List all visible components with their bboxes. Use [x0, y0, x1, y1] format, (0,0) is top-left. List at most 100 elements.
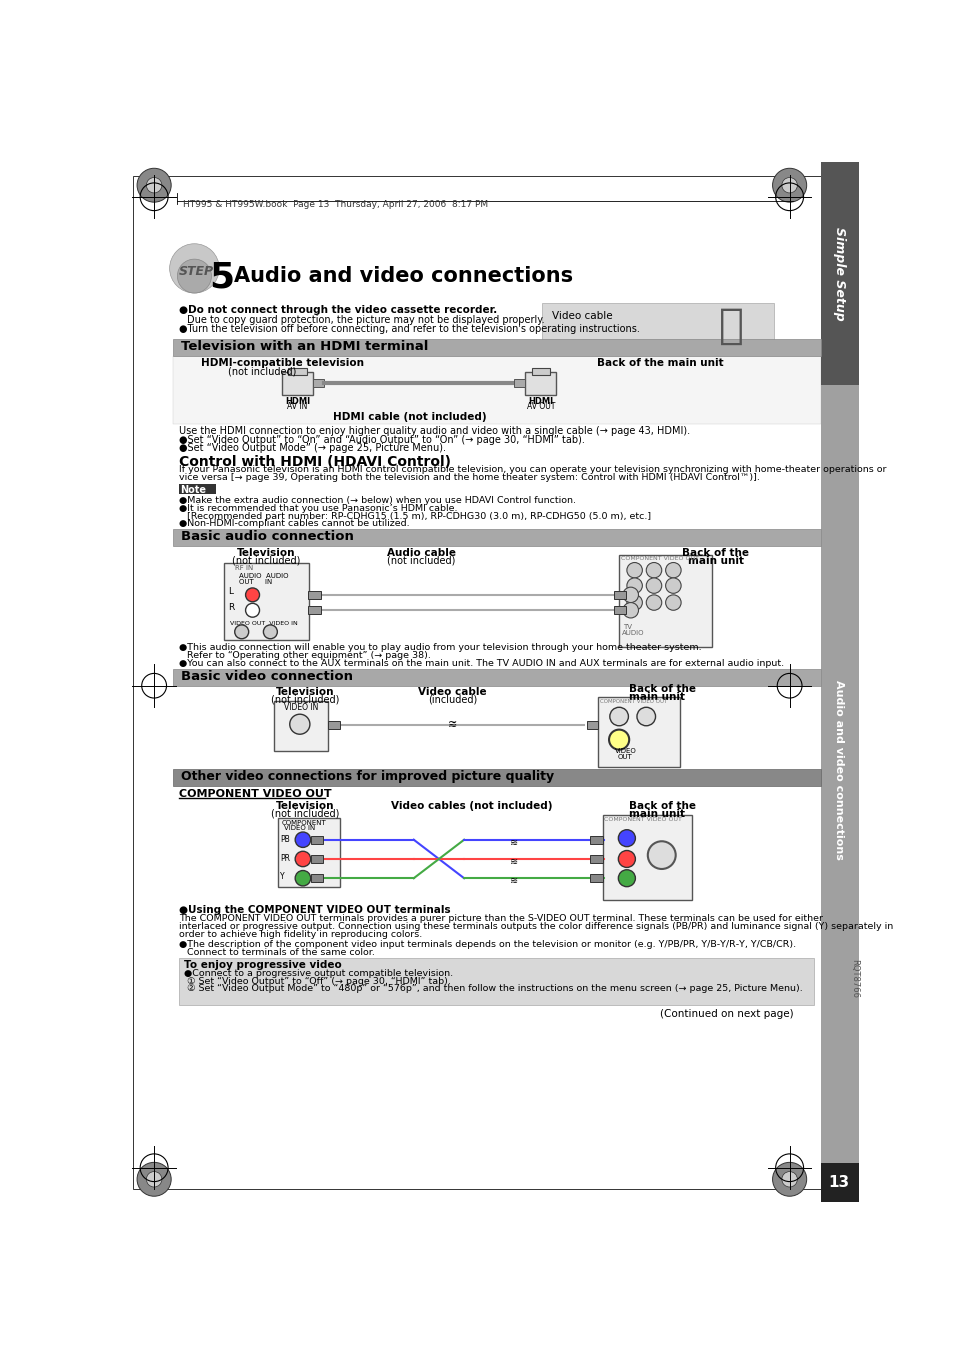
Text: STEP: STEP: [179, 265, 213, 277]
Text: main unit: main unit: [687, 555, 743, 566]
Text: ≋: ≋: [510, 877, 518, 886]
Circle shape: [622, 603, 638, 617]
Text: main unit: main unit: [629, 809, 684, 819]
Text: Y: Y: [280, 871, 285, 881]
Circle shape: [772, 1162, 806, 1196]
Text: ≋: ≋: [510, 838, 518, 848]
Text: VIDEO IN: VIDEO IN: [283, 825, 314, 831]
Bar: [274, 701, 328, 751]
Text: Television with an HDMI terminal: Television with an HDMI terminal: [181, 340, 428, 353]
Text: COMPONENT VIDEO OUT: COMPONENT VIDEO OUT: [179, 789, 332, 798]
Text: (not included): (not included): [233, 555, 300, 566]
Circle shape: [781, 1171, 797, 1188]
Bar: [590, 874, 602, 882]
Text: Refer to “Operating other equipment” (→ page 38).: Refer to “Operating other equipment” (→ …: [187, 651, 430, 661]
Text: Video cable: Video cable: [551, 311, 612, 320]
Text: ⟜: ⟜: [719, 305, 743, 347]
Text: Control with HDMI (HDAVI Control): Control with HDMI (HDAVI Control): [179, 455, 451, 469]
Text: ●Do not connect through the video cassette recorder.: ●Do not connect through the video casset…: [179, 305, 497, 315]
Text: Due to copy guard protection, the picture may not be displayed properly.: Due to copy guard protection, the pictur…: [187, 315, 544, 324]
Circle shape: [665, 594, 680, 611]
Bar: [288, 369, 307, 374]
Text: ●Non-HDMI-compliant cables cannot be utilized.: ●Non-HDMI-compliant cables cannot be uti…: [179, 519, 409, 528]
Text: vice versa [→ page 39, Operating both the television and the home theater system: vice versa [→ page 39, Operating both th…: [179, 473, 759, 482]
Bar: [531, 369, 550, 374]
Text: Video cables (not included): Video cables (not included): [391, 801, 552, 811]
Circle shape: [294, 870, 311, 886]
Bar: [173, 339, 820, 357]
Circle shape: [177, 259, 212, 293]
Text: ② Set “Video Output Mode” to “480p” or “576p”, and then follow the instructions : ② Set “Video Output Mode” to “480p” or “…: [187, 985, 801, 993]
Text: (not included): (not included): [387, 555, 456, 566]
Bar: [173, 530, 820, 546]
Circle shape: [137, 169, 171, 203]
Circle shape: [618, 830, 635, 847]
Text: Simple Setup: Simple Setup: [832, 227, 845, 320]
Text: main unit: main unit: [629, 692, 684, 703]
Bar: [613, 590, 625, 598]
Bar: [613, 607, 625, 615]
Circle shape: [637, 708, 655, 725]
Circle shape: [146, 177, 162, 193]
Bar: [313, 380, 323, 386]
Text: HDMI: HDMI: [528, 397, 553, 405]
Circle shape: [647, 842, 675, 869]
Text: ① Set “Video Output” to “Off” (→ page 30, “HDMI” tab).: ① Set “Video Output” to “Off” (→ page 30…: [187, 977, 450, 986]
Text: Other video connections for improved picture quality: Other video connections for improved pic…: [181, 770, 554, 782]
Bar: [179, 958, 814, 1005]
Text: HT995 & HT995W.book  Page 13  Thursday, April 27, 2006  8:17 PM: HT995 & HT995W.book Page 13 Thursday, Ap…: [183, 200, 487, 209]
Circle shape: [608, 730, 629, 750]
Text: ≋: ≋: [510, 857, 518, 867]
Text: Television: Television: [275, 801, 335, 811]
Text: (not included): (not included): [271, 694, 339, 705]
Text: HDMI-compatible television: HDMI-compatible television: [200, 358, 363, 369]
Text: TV: TV: [622, 624, 631, 630]
Circle shape: [645, 594, 661, 611]
Text: L: L: [228, 588, 233, 596]
Text: Audio cable: Audio cable: [387, 549, 456, 558]
Text: Back of the: Back of the: [629, 801, 696, 811]
Bar: [224, 562, 309, 639]
Text: Back of the: Back of the: [629, 684, 696, 694]
Text: VIDEO IN: VIDEO IN: [284, 704, 318, 712]
Bar: [311, 855, 323, 863]
Text: (not included): (not included): [271, 809, 339, 819]
Text: ●Set “Video Output” to “On” and “Audio Output” to “On” (→ page 30, “HDMI” tab).: ●Set “Video Output” to “On” and “Audio O…: [179, 435, 584, 444]
Bar: [820, 385, 858, 1163]
Text: (included): (included): [428, 694, 476, 705]
Text: RF IN: RF IN: [235, 565, 253, 571]
Circle shape: [665, 578, 680, 593]
Bar: [173, 357, 820, 424]
Bar: [598, 697, 679, 766]
Text: If your Panasonic television is an HDMI control compatible television, you can o: If your Panasonic television is an HDMI …: [179, 466, 885, 474]
Text: Basic video connection: Basic video connection: [181, 670, 353, 682]
Bar: [514, 380, 525, 386]
Text: ●Using the COMPONENT VIDEO OUT terminals: ●Using the COMPONENT VIDEO OUT terminals: [179, 905, 450, 915]
Text: COMPONENT VIDEO OUT: COMPONENT VIDEO OUT: [620, 557, 699, 562]
Circle shape: [245, 604, 259, 617]
Text: ●It is recommended that you use Panasonic’s HDMI cable.: ●It is recommended that you use Panasoni…: [179, 504, 456, 513]
Bar: [173, 769, 820, 786]
Circle shape: [170, 243, 219, 293]
Bar: [820, 162, 858, 385]
Circle shape: [290, 715, 310, 734]
Text: Audio and video connections: Audio and video connections: [833, 681, 843, 861]
Text: Video cable: Video cable: [417, 688, 486, 697]
Circle shape: [626, 562, 641, 578]
Text: Connect to terminals of the same color.: Connect to terminals of the same color.: [187, 947, 375, 957]
Text: AV IN: AV IN: [287, 403, 308, 411]
Bar: [541, 303, 773, 349]
Text: HDMI cable (not included): HDMI cable (not included): [333, 412, 486, 423]
Circle shape: [609, 708, 628, 725]
Text: Back of the main unit: Back of the main unit: [597, 358, 723, 369]
Text: VIDEO: VIDEO: [615, 748, 637, 754]
Text: ●The description of the component video input terminals depends on the televisio: ●The description of the component video …: [179, 940, 795, 948]
Bar: [820, 1163, 858, 1202]
Bar: [618, 555, 711, 647]
Circle shape: [137, 1162, 171, 1196]
Bar: [308, 607, 320, 615]
Circle shape: [781, 177, 797, 193]
Text: Use the HDMI connection to enjoy higher quality audio and video with a single ca: Use the HDMI connection to enjoy higher …: [179, 426, 689, 436]
Text: Note: Note: [180, 485, 206, 494]
Text: AV OUT: AV OUT: [526, 403, 555, 411]
